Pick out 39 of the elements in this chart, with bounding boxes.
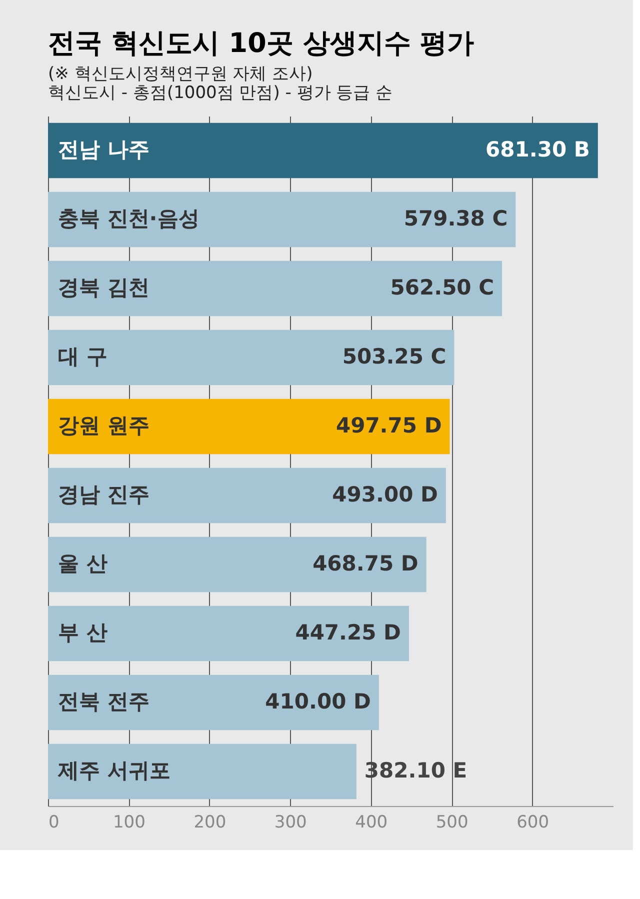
x-tick-label: 500 (436, 812, 468, 832)
x-tick-label: 100 (112, 812, 146, 832)
y-tick-label: 경남 진주 (58, 482, 150, 506)
bar (48, 192, 516, 248)
data-label: 493.00 D (332, 482, 438, 506)
x-tick-label: 300 (274, 812, 307, 832)
y-tick-label: 강원 원주 (58, 414, 150, 438)
bar (48, 468, 446, 524)
bar (48, 260, 502, 316)
bar (48, 122, 598, 178)
data-label: 503.25 C (342, 344, 446, 368)
bar (48, 398, 450, 454)
x-tick-label: 0 (48, 812, 60, 832)
data-label: 410.00 D (265, 690, 371, 714)
bar (48, 330, 454, 386)
data-label: 579.38 C (404, 206, 508, 230)
bar (48, 536, 426, 592)
text: 혁신도시 - 총점(1000점 만점) - 평가 등급 순 (48, 83, 393, 103)
y-tick-label: 충북 진천·음성 (58, 206, 200, 230)
y-tick-label: 부 산 (58, 620, 108, 644)
data-label: 497.75 D (336, 414, 442, 438)
x-tick-label: 600 (516, 812, 550, 832)
data-label: 447.25 D (295, 620, 401, 644)
y-tick-label: 울 산 (58, 552, 108, 576)
x-tick-label: 400 (355, 812, 388, 832)
data-label: 562.50 C (390, 276, 494, 300)
bar (48, 674, 379, 730)
y-tick-label: 대 구 (58, 344, 108, 368)
bar (48, 744, 356, 800)
bar (48, 606, 409, 662)
data-label: 681.30 B (486, 138, 590, 162)
y-tick-label: 제주 서귀포 (57, 758, 170, 782)
chart-subtitle: (※ 혁신도시정책연구원 자체 조사) (48, 64, 313, 84)
y-tick-label: 전남 나주 (58, 138, 150, 162)
chart-title: 전국 혁신도시 10곳 상생지수 평가 (48, 28, 474, 59)
x-tick-label: 200 (194, 812, 226, 832)
y-tick-label: 전북 전주 (58, 690, 150, 714)
data-label: 468.75 D (312, 552, 418, 576)
y-tick-label: 경북 김천 (58, 276, 150, 300)
